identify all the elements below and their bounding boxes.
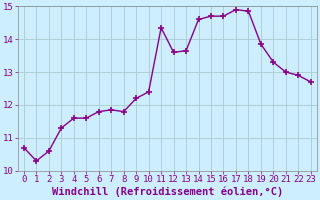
X-axis label: Windchill (Refroidissement éolien,°C): Windchill (Refroidissement éolien,°C) xyxy=(52,187,283,197)
